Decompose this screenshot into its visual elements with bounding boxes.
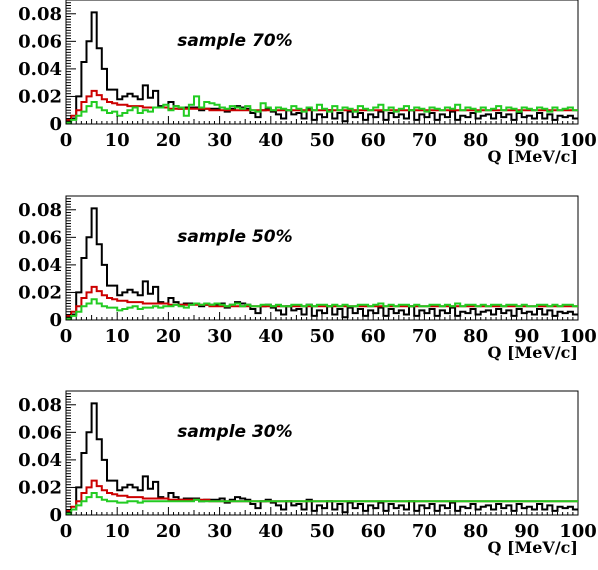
x-tick-label: 60 — [361, 521, 386, 542]
x-ticks — [65, 507, 579, 515]
panel-title: sample 30% — [177, 422, 292, 442]
x-tick-label: 30 — [207, 521, 232, 542]
series-line-1 — [66, 207, 578, 319]
y-tick-label: 0.04 — [18, 255, 62, 276]
x-tick-label: 0 — [60, 521, 73, 542]
y-tick-label: 0.08 — [18, 395, 62, 416]
x-tick-label: 10 — [105, 521, 130, 542]
series-line-3 — [66, 95, 578, 124]
x-axis-label: Q [MeV/c] — [487, 343, 578, 362]
x-tick-label: 30 — [207, 130, 232, 151]
x-tick-label: 70 — [412, 130, 437, 151]
x-tick-label: 60 — [361, 326, 386, 347]
y-tick-label: 0.02 — [18, 477, 62, 498]
x-tick-label: 80 — [463, 130, 488, 151]
x-tick-label: 40 — [258, 521, 283, 542]
series-line-3 — [66, 492, 578, 515]
y-tick-label: 0.02 — [18, 86, 62, 107]
x-tick-label: 80 — [463, 326, 488, 347]
x-tick-label: 50 — [309, 326, 334, 347]
x-axis-label: Q [MeV/c] — [487, 538, 578, 557]
x-tick-label: 50 — [309, 521, 334, 542]
x-tick-label: 90 — [514, 326, 539, 347]
x-tick-label: 20 — [156, 326, 181, 347]
x-tick-label: 0 — [60, 326, 73, 347]
chart-panel-1: 0 10 20 30 40 50 60 70 80 90 100 0 0.02 0.04 0.06 0.08 Q… — [18, 0, 597, 166]
chart-panel-3: 0 10 20 30 40 50 60 70 80 90 100 0 0.02 0.04 0.06 0.08 Q… — [18, 390, 597, 557]
x-tick-label: 10 — [105, 326, 130, 347]
series-line-3 — [66, 298, 578, 320]
y-ticks — [66, 0, 76, 125]
y-tick-label: 0.06 — [18, 31, 62, 52]
y-tick-label: 0.02 — [18, 282, 62, 303]
y-tick-label: 0 — [49, 114, 62, 135]
y-tick-label: 0.04 — [18, 59, 62, 80]
x-tick-label: 40 — [258, 130, 283, 151]
x-tick-label: 0 — [60, 130, 73, 151]
x-tick-label: 70 — [412, 326, 437, 347]
x-tick-label: 20 — [156, 521, 181, 542]
y-tick-label: 0.08 — [18, 200, 62, 221]
y-ticks — [66, 195, 76, 321]
chart-panel-2: 0 10 20 30 40 50 60 70 80 90 100 0 0.02 0.04 0.06 0.08 Q… — [18, 195, 597, 362]
y-tick-label: 0.06 — [18, 422, 62, 443]
panel-title: sample 70% — [177, 31, 292, 51]
x-ticks — [65, 116, 579, 124]
x-tick-label: 40 — [258, 326, 283, 347]
x-tick-label: 20 — [156, 130, 181, 151]
x-tick-label: 10 — [105, 130, 130, 151]
x-tick-label: 60 — [361, 130, 386, 151]
y-tick-label: 0.06 — [18, 227, 62, 248]
x-tick-label: 90 — [514, 521, 539, 542]
x-ticks — [65, 312, 579, 320]
x-tick-label: 30 — [207, 326, 232, 347]
y-tick-label: 0 — [49, 505, 62, 526]
y-tick-label: 0 — [49, 310, 62, 331]
x-axis-label: Q [MeV/c] — [487, 147, 578, 166]
series-line-1 — [66, 402, 578, 514]
x-tick-label: 100 — [559, 130, 597, 151]
y-tick-label: 0.04 — [18, 450, 62, 471]
y-tick-label: 0.08 — [18, 4, 62, 25]
x-tick-label: 70 — [412, 521, 437, 542]
panel-title: sample 50% — [177, 227, 292, 247]
x-tick-label: 50 — [309, 130, 334, 151]
x-tick-label: 100 — [559, 326, 597, 347]
y-ticks — [66, 390, 76, 516]
x-tick-label: 80 — [463, 521, 488, 542]
x-tick-label: 100 — [559, 521, 597, 542]
x-tick-label: 90 — [514, 130, 539, 151]
